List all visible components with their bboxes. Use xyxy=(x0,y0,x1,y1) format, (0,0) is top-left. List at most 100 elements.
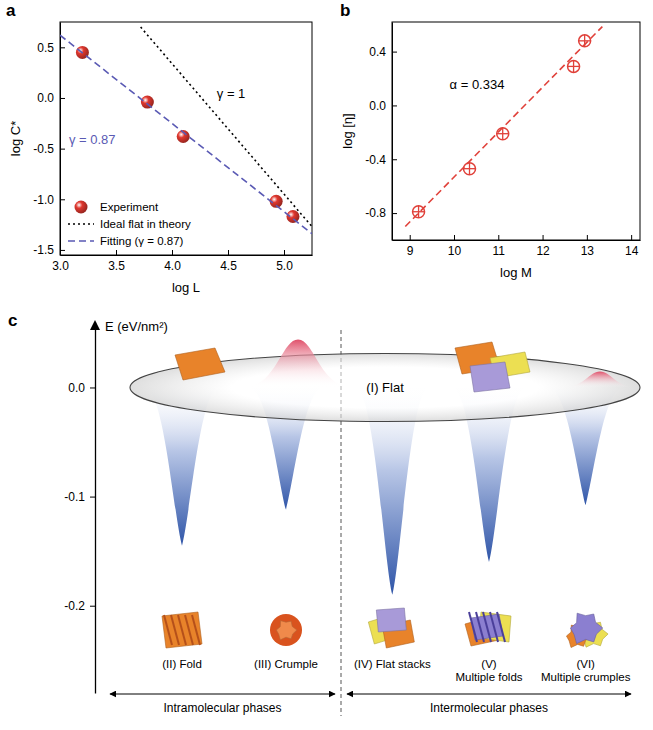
marker-dot xyxy=(286,210,299,223)
x-axis-line xyxy=(61,255,313,256)
y-tick-label: 0.5 xyxy=(37,41,54,55)
y-tick: 0.5 xyxy=(37,41,65,55)
y-tick: 0.0 xyxy=(37,91,65,105)
y-tick-label: -1.0 xyxy=(33,193,54,207)
legend-swatch xyxy=(68,240,94,242)
marker-ring xyxy=(413,206,425,218)
x-tick-label: 11 xyxy=(493,244,506,258)
fold-line xyxy=(185,615,193,645)
sheet xyxy=(276,621,296,640)
y-tick-mark xyxy=(392,159,397,160)
plane-label: (I) Flat xyxy=(366,380,404,395)
y-axis-line xyxy=(60,23,61,256)
y-tick-mark xyxy=(90,606,95,607)
data-point xyxy=(568,60,580,72)
x-tick: 9 xyxy=(407,235,414,258)
x-tick-label: 3.5 xyxy=(108,259,125,273)
marker-cross xyxy=(418,206,419,218)
x-tick-mark xyxy=(284,250,285,255)
x-axis-line xyxy=(393,240,641,241)
x-tick: 3.5 xyxy=(108,250,125,273)
plot-area xyxy=(60,27,312,234)
legend-item: Fitting (γ = 0.87) xyxy=(68,235,184,247)
barrier-peak xyxy=(562,371,638,387)
x-tick-mark xyxy=(543,235,544,240)
x-tick-label: 5.0 xyxy=(276,259,293,273)
y-tick-mark xyxy=(60,149,65,150)
marker-ring xyxy=(497,128,509,140)
x-tick-label: 4.0 xyxy=(164,259,181,273)
x-tick: 4.5 xyxy=(220,250,237,273)
legend: Experiment Ideal flat in theory Fitting (γ… xyxy=(68,200,191,247)
figure: 3.03.54.04.55.00.50.0-0.5-1.0-1.5log Llo… xyxy=(0,0,653,730)
panel: 3.03.54.04.55.00.50.0-0.5-1.0-1.5log Llo… xyxy=(6,1,313,295)
y-axis-line xyxy=(392,23,393,241)
group-arrow xyxy=(110,694,335,695)
x-tick-label: 9 xyxy=(407,244,414,258)
y-tick-mark xyxy=(60,98,65,99)
phase-label: (VI)Multiple crumples xyxy=(541,658,631,683)
y-tick: -0.4 xyxy=(365,153,397,167)
marker-dot xyxy=(75,200,88,213)
y-tick-label: -0.2 xyxy=(64,599,85,613)
fold-line xyxy=(476,612,484,642)
fold-line xyxy=(497,612,505,642)
x-tick: 10 xyxy=(448,235,462,258)
legend-label: Experiment xyxy=(100,201,159,213)
x-tick: 14 xyxy=(625,235,639,258)
fold-line xyxy=(171,615,179,645)
fold-line xyxy=(192,615,200,645)
legend-label: Ideal flat in theory xyxy=(100,218,191,230)
fit-line xyxy=(60,35,312,234)
x-axis: 9 10 11 12 13 14 xyxy=(393,235,641,258)
label-line: Multiple folds xyxy=(455,671,522,683)
plot-area xyxy=(405,27,602,227)
panel: 910111213140.40.0-0.4-0.8log Mlog [η]bα … xyxy=(340,1,641,280)
x-tick: 5.0 xyxy=(276,250,293,273)
y-axis-title: log [η] xyxy=(340,113,355,148)
y-tick-mark xyxy=(60,47,65,48)
label-line: Multiple crumples xyxy=(541,671,631,683)
x-tick-label: 3.0 xyxy=(52,259,69,273)
data-point xyxy=(497,128,509,140)
barrier-peak xyxy=(243,339,353,387)
annotation: α = 0.334 xyxy=(450,77,505,92)
marker-cross xyxy=(573,60,574,72)
fold-line xyxy=(178,615,186,645)
fit-line xyxy=(405,27,602,227)
y-tick: 0.4 xyxy=(369,45,397,59)
y-tick-mark xyxy=(392,52,397,53)
y-tick: -0.2 xyxy=(64,599,95,613)
y-tick-mark xyxy=(90,497,95,498)
x-tick: 12 xyxy=(536,235,550,258)
x-tick-label: 14 xyxy=(625,244,639,258)
y-axis: 0.0-0.1-0.2 xyxy=(64,323,95,694)
sheet xyxy=(376,608,406,632)
annotation: γ = 0.87 xyxy=(69,132,116,147)
legend-item: Ideal flat in theory xyxy=(68,218,191,230)
y-tick: 0.0 xyxy=(369,99,397,113)
x-tick-mark xyxy=(410,235,411,240)
fold-line xyxy=(483,612,491,642)
phase-label: (V)Multiple folds xyxy=(455,658,522,683)
y-tick-label: -0.5 xyxy=(33,142,54,156)
y-axis: 0.4 0.0 -0.4 -0.8 xyxy=(365,23,397,241)
x-tick: 4.0 xyxy=(164,250,181,273)
panel: 0.0-0.1-0.2E (eV/nm²)c(I) Flat(II) Fold(… xyxy=(8,311,640,716)
x-tick-label: 12 xyxy=(536,244,550,258)
x-tick-mark xyxy=(116,250,117,255)
y-tick: -0.1 xyxy=(64,490,95,504)
fit-line xyxy=(141,27,312,227)
crumple xyxy=(270,614,302,646)
label-line: (VI) xyxy=(576,658,595,670)
phase-label: (IV) Flat stacks xyxy=(354,658,431,670)
y-tick: -0.8 xyxy=(365,206,397,220)
group-label: Intermolecular phases xyxy=(430,701,548,715)
x-tick: 13 xyxy=(581,235,595,258)
annotation: γ = 1 xyxy=(217,86,246,101)
x-tick-label: 4.5 xyxy=(220,259,237,273)
fold-line xyxy=(490,612,498,642)
x-tick-mark xyxy=(498,235,499,240)
sheet xyxy=(570,613,602,643)
y-tick-label: 0.4 xyxy=(369,45,386,59)
